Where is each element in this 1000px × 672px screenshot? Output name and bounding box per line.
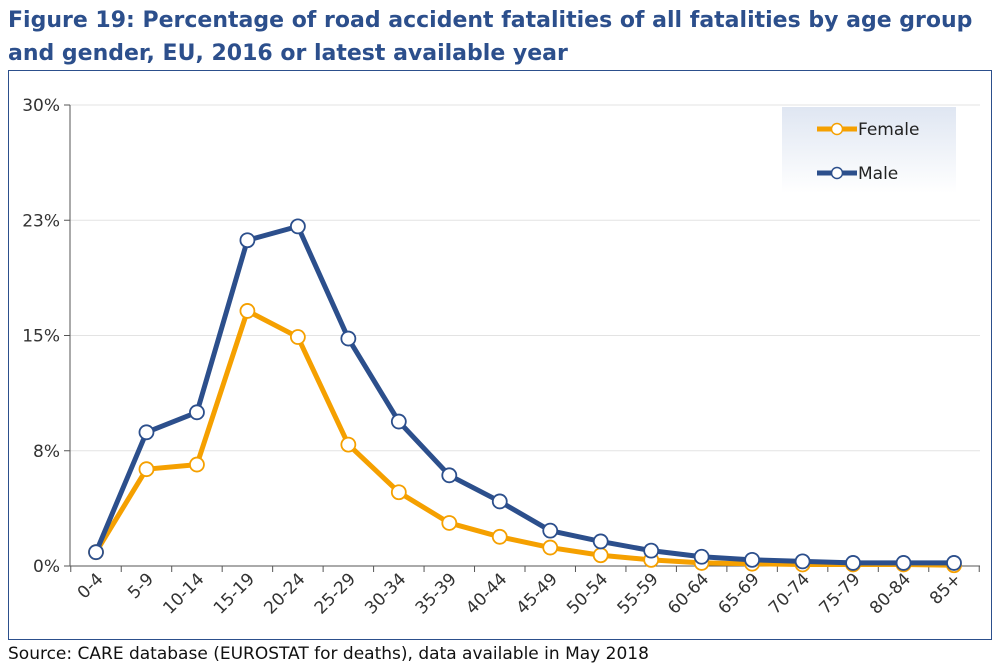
- x-tick-label: 40-44: [462, 569, 511, 618]
- x-tick-label: 75-79: [816, 569, 865, 618]
- data-point-male: [189, 404, 205, 421]
- data-point-male: [895, 555, 912, 571]
- data-point-female: [340, 436, 357, 453]
- x-tick-label: 80-84: [866, 569, 915, 618]
- y-tick-label: 0%: [33, 557, 60, 577]
- data-point-male: [138, 424, 155, 441]
- legend-box: [782, 107, 956, 193]
- chart-title: Figure 19: Percentage of road accident f…: [8, 8, 973, 66]
- y-tick-label: 8%: [33, 442, 60, 462]
- data-point-female: [491, 528, 508, 545]
- data-point-female: [390, 484, 407, 501]
- data-point-female: [239, 303, 256, 319]
- x-tick-label: 0-4: [74, 569, 108, 603]
- legend-label-female: Female: [858, 120, 919, 140]
- data-point-male: [88, 544, 104, 561]
- data-point-male: [340, 330, 357, 347]
- x-tick-label: 35-39: [412, 569, 461, 618]
- data-point-male: [289, 218, 306, 235]
- data-point-female: [441, 515, 458, 531]
- x-tick-label: 65-69: [715, 569, 764, 618]
- data-point-female: [542, 539, 559, 556]
- data-point-male: [643, 542, 660, 559]
- x-tick-label: 45-49: [513, 569, 562, 618]
- data-point-male: [946, 555, 962, 571]
- data-point-male: [239, 232, 256, 249]
- x-tick-label: 5-9: [124, 569, 158, 603]
- x-tick-label: 25-29: [311, 569, 360, 618]
- data-point-male: [592, 533, 609, 550]
- chart-frame: [8, 70, 992, 640]
- x-tick-label: 30-34: [361, 569, 410, 618]
- data-point-male: [845, 555, 861, 571]
- legend: Female Male: [782, 107, 956, 193]
- x-tick-label: 55-59: [614, 569, 663, 618]
- y-tick-label: 15%: [22, 327, 60, 347]
- y-tick-label: 30%: [22, 96, 60, 116]
- x-tick-labels: 0-4 5-9 10-14 15-19 20-24 25-29 30-34 35-39 40-4…: [74, 569, 966, 618]
- x-tick-label: 50-54: [563, 569, 612, 618]
- y-tick-label: 23%: [22, 211, 60, 231]
- data-point-female: [592, 547, 609, 564]
- x-tick-label: 85+: [926, 569, 966, 609]
- series-lines: [88, 218, 962, 574]
- data-point-male: [794, 553, 811, 570]
- data-point-male: [441, 467, 458, 484]
- data-point-female: [289, 329, 306, 345]
- x-tick-label: 10-14: [159, 569, 208, 618]
- data-point-male: [542, 522, 559, 539]
- data-point-male: [390, 413, 407, 430]
- x-tick-label: 60-64: [664, 569, 713, 618]
- series-line-male: [93, 223, 954, 566]
- source-note: Source: CARE database (EUROSTAT for deat…: [8, 644, 649, 664]
- x-tick-label: 20-24: [260, 569, 309, 618]
- legend-marker-male: [830, 166, 844, 180]
- data-point-female: [189, 456, 205, 473]
- data-point-male: [744, 551, 761, 568]
- data-point-male: [693, 548, 710, 565]
- series-line-female: [93, 308, 955, 568]
- data-point-female: [138, 461, 155, 478]
- x-tick-label: 70-74: [765, 569, 814, 618]
- x-tick-label: 15-19: [210, 569, 259, 618]
- legend-marker-female: [830, 122, 844, 136]
- legend-label-male: Male: [858, 164, 898, 184]
- data-point-male: [491, 493, 508, 510]
- y-tick-labels: 0% 8% 15% 23% 30%: [22, 96, 60, 577]
